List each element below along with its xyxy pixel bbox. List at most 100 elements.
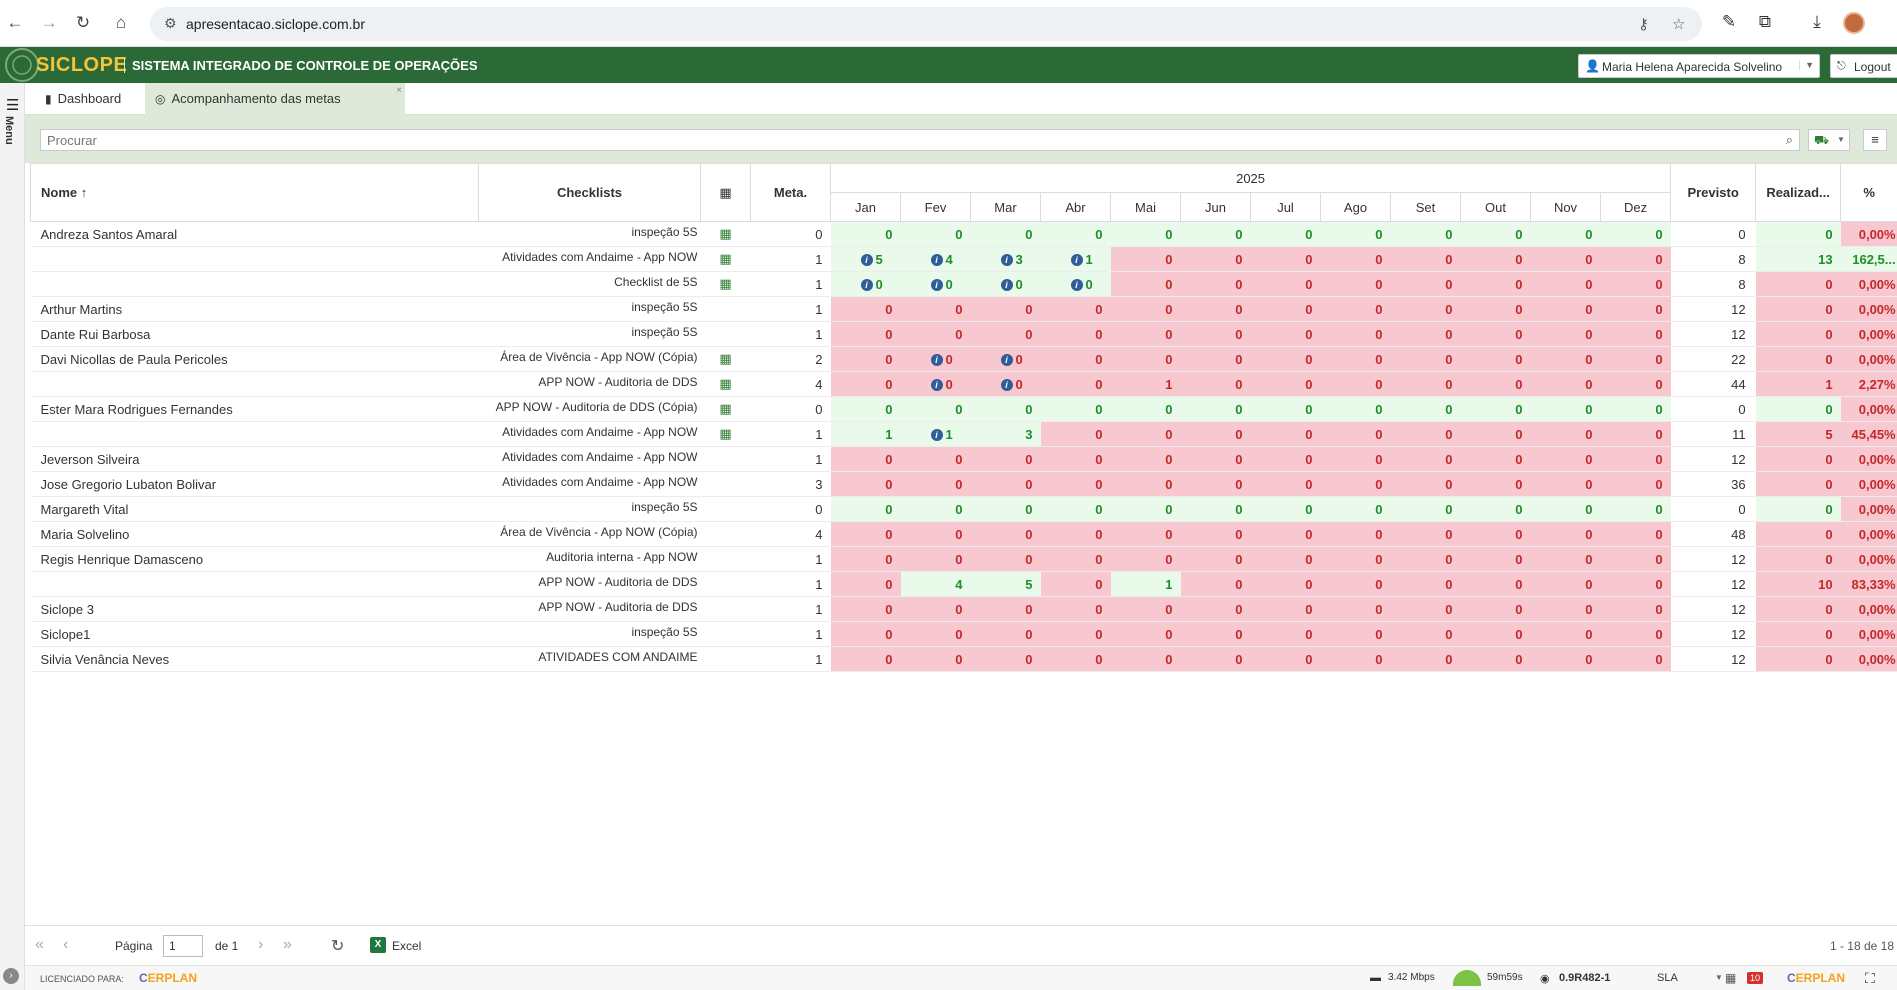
info-icon[interactable]: i <box>1070 254 1083 267</box>
site-info-icon[interactable]: ⚙ <box>164 15 177 31</box>
table-row[interactable]: Siclope 3 APP NOW - Auditoria de DDS 1 0 0 0 0… <box>30 596 1897 622</box>
table-row[interactable]: APP NOW - Auditoria de DDS 1 0 4 5 0 1 0 0 0 0 0 0 0 1… <box>30 571 1897 597</box>
table-row[interactable]: Margareth Vital inspeção 5S 0 0 0 0 0 0 0 0 0 0 0 0 0 0… <box>30 496 1897 522</box>
refresh-icon[interactable]: ↻ <box>331 938 345 955</box>
last-page-icon[interactable]: » <box>283 936 292 953</box>
first-page-icon[interactable]: « <box>35 936 44 953</box>
info-icon[interactable]: i <box>1000 354 1013 367</box>
calendar-icon[interactable]: ▦ <box>719 401 732 416</box>
excel-export-button[interactable]: Excel <box>392 939 422 953</box>
eyedropper-icon[interactable]: ✎ <box>1721 12 1737 31</box>
info-icon[interactable]: i <box>1000 279 1013 292</box>
home-icon[interactable]: ⌂ <box>115 13 127 32</box>
info-icon[interactable]: i <box>860 254 873 267</box>
side-menu[interactable]: ☰ Menu › <box>0 83 25 990</box>
cell-calendar[interactable]: ▦ <box>700 271 751 297</box>
info-icon[interactable]: i <box>930 429 943 442</box>
info-icon[interactable]: i <box>860 279 873 292</box>
table-row[interactable]: Atividades com Andaime - App NOW ▦ 1 1 i 1 3 0 0… <box>30 421 1897 447</box>
table-row[interactable]: Jose Gregorio Lubaton Bolivar Atividades … <box>30 471 1897 497</box>
cell-calendar[interactable]: ▦ <box>700 246 751 272</box>
table-row[interactable]: Silvia Venância Neves ATIVIDADES COM ANDA… <box>30 646 1897 672</box>
calendar-icon[interactable]: ▦ <box>719 351 732 366</box>
calendar-icon[interactable]: ▦ <box>719 376 732 391</box>
menu-label[interactable]: Menu <box>3 116 15 145</box>
table-row[interactable]: Ester Mara Rodrigues Fernandes APP NOW - … <box>30 396 1897 422</box>
table-row[interactable]: Siclope1 inspeção 5S 1 0 0 0 0 0 0 0 0 0 0 0 0 12 0 0,00% <box>30 621 1897 647</box>
col-header-name[interactable]: Nome ↑ <box>30 163 479 222</box>
cell-calendar[interactable]: ▦ <box>700 221 751 247</box>
bookmark-star-icon[interactable]: ☆ <box>1672 16 1686 33</box>
table-row[interactable]: Checklist de 5S ▦ 1 i 0 i 0 i 0 i 0 0 0 0 0 0 0 0 0 8 0 0,00% <box>30 271 1897 297</box>
cell-calendar[interactable]: ▦ <box>700 421 751 447</box>
table-row[interactable]: Davi Nicollas de Paula Pericoles Área de … <box>30 346 1897 372</box>
password-key-icon[interactable]: ⚷ <box>1638 16 1649 33</box>
table-row[interactable]: Andreza Santos Amaral inspeção 5S ▦ 0 0 0 0 0 0 0… <box>30 221 1897 247</box>
page-number-input[interactable]: 1 <box>163 935 203 957</box>
cell-calendar[interactable]: ▦ <box>700 346 751 372</box>
calendar-icon[interactable]: ▦ <box>719 226 732 241</box>
close-icon[interactable]: × <box>396 85 402 96</box>
col-header-calendar[interactable]: ▦ <box>700 163 751 222</box>
reload-icon[interactable]: ↻ <box>75 13 91 32</box>
calendar-icon[interactable]: ▦ <box>719 276 732 291</box>
col-header-previsto[interactable]: Previsto <box>1670 163 1757 222</box>
extensions-icon[interactable]: ⧉ <box>1758 12 1772 31</box>
info-icon[interactable]: i <box>930 279 943 292</box>
table-row[interactable]: Jeverson Silveira Atividades com Andaime … <box>30 446 1897 472</box>
list-menu-button[interactable]: ≡ <box>1863 129 1887 151</box>
col-header-meta[interactable]: Meta. <box>750 163 831 222</box>
profile-avatar[interactable] <box>1843 12 1865 34</box>
sla-selector[interactable]: SLA <box>1657 972 1678 984</box>
notification-badge[interactable]: 10 <box>1747 972 1764 984</box>
col-header-checklists[interactable]: Checklists <box>478 163 701 222</box>
table-row[interactable]: Dante Rui Barbosa inspeção 5S 1 0 0 0 0 0 0 0 0 0 0 0… <box>30 321 1897 347</box>
calendar-icon[interactable]: ▦ <box>719 426 732 441</box>
next-page-icon[interactable]: › <box>258 936 264 953</box>
info-icon[interactable]: i <box>1070 279 1083 292</box>
info-icon[interactable]: i <box>930 354 943 367</box>
excel-icon[interactable]: X <box>370 937 386 953</box>
forward-icon[interactable]: → <box>40 13 58 32</box>
info-icon[interactable]: i <box>930 254 943 267</box>
download-icon[interactable]: ⤓ <box>1813 12 1821 31</box>
info-icon[interactable]: i <box>930 379 943 392</box>
address-bar[interactable]: ⚙ apresentacao.siclope.com.br ⚷ ☆ <box>150 7 1702 41</box>
cell-calendar[interactable]: ▦ <box>700 371 751 397</box>
logout-button[interactable]: ⎋ Logout <box>1830 54 1897 78</box>
calendar-icon[interactable]: ▦ <box>1725 971 1737 985</box>
prev-page-icon[interactable]: ‹ <box>63 936 69 953</box>
info-icon[interactable]: i <box>1000 379 1013 392</box>
col-header-pct[interactable]: % <box>1840 163 1897 222</box>
expand-arrow-icon[interactable]: › <box>3 968 19 984</box>
chevron-down-icon[interactable]: ▼ <box>1715 973 1723 982</box>
hamburger-icon[interactable]: ☰ <box>6 97 20 114</box>
search-icon[interactable]: ⌕ <box>1785 132 1793 147</box>
app-logo[interactable]: SICLOPE <box>36 54 128 76</box>
search-input[interactable]: Procurar ⌕ <box>40 129 1800 151</box>
table-row[interactable]: Arthur Martins inspeção 5S 1 0 0 0 0 0 0 0 0 0 0 0 0 12… <box>30 296 1897 322</box>
calendar-icon[interactable]: ▦ <box>719 251 732 266</box>
tab-dashboard[interactable]: ▮ Dashboard <box>45 91 122 106</box>
table-row[interactable]: Maria Solvelino Área de Vivência - App NO… <box>30 521 1897 547</box>
table-row[interactable]: APP NOW - Auditoria de DDS ▦ 4 0 i 0 i 0 0 1 0 0 0 0 0… <box>30 371 1897 397</box>
table-row[interactable]: Atividades com Andaime - App NOW ▦ 1 i 5 i 4 i 3… <box>30 246 1897 272</box>
info-icon[interactable]: i <box>1000 254 1013 267</box>
fullscreen-icon[interactable]: ⛶ <box>1865 970 1875 986</box>
cell-calendar[interactable]: ▦ <box>700 396 751 422</box>
view-selector-button[interactable]: ⛟ ▼ <box>1808 129 1850 151</box>
col-header-realizado[interactable]: Realizad... <box>1755 163 1842 222</box>
user-menu-button[interactable]: 👤 Maria Helena Aparecida Solvelino ▼ <box>1578 54 1820 78</box>
